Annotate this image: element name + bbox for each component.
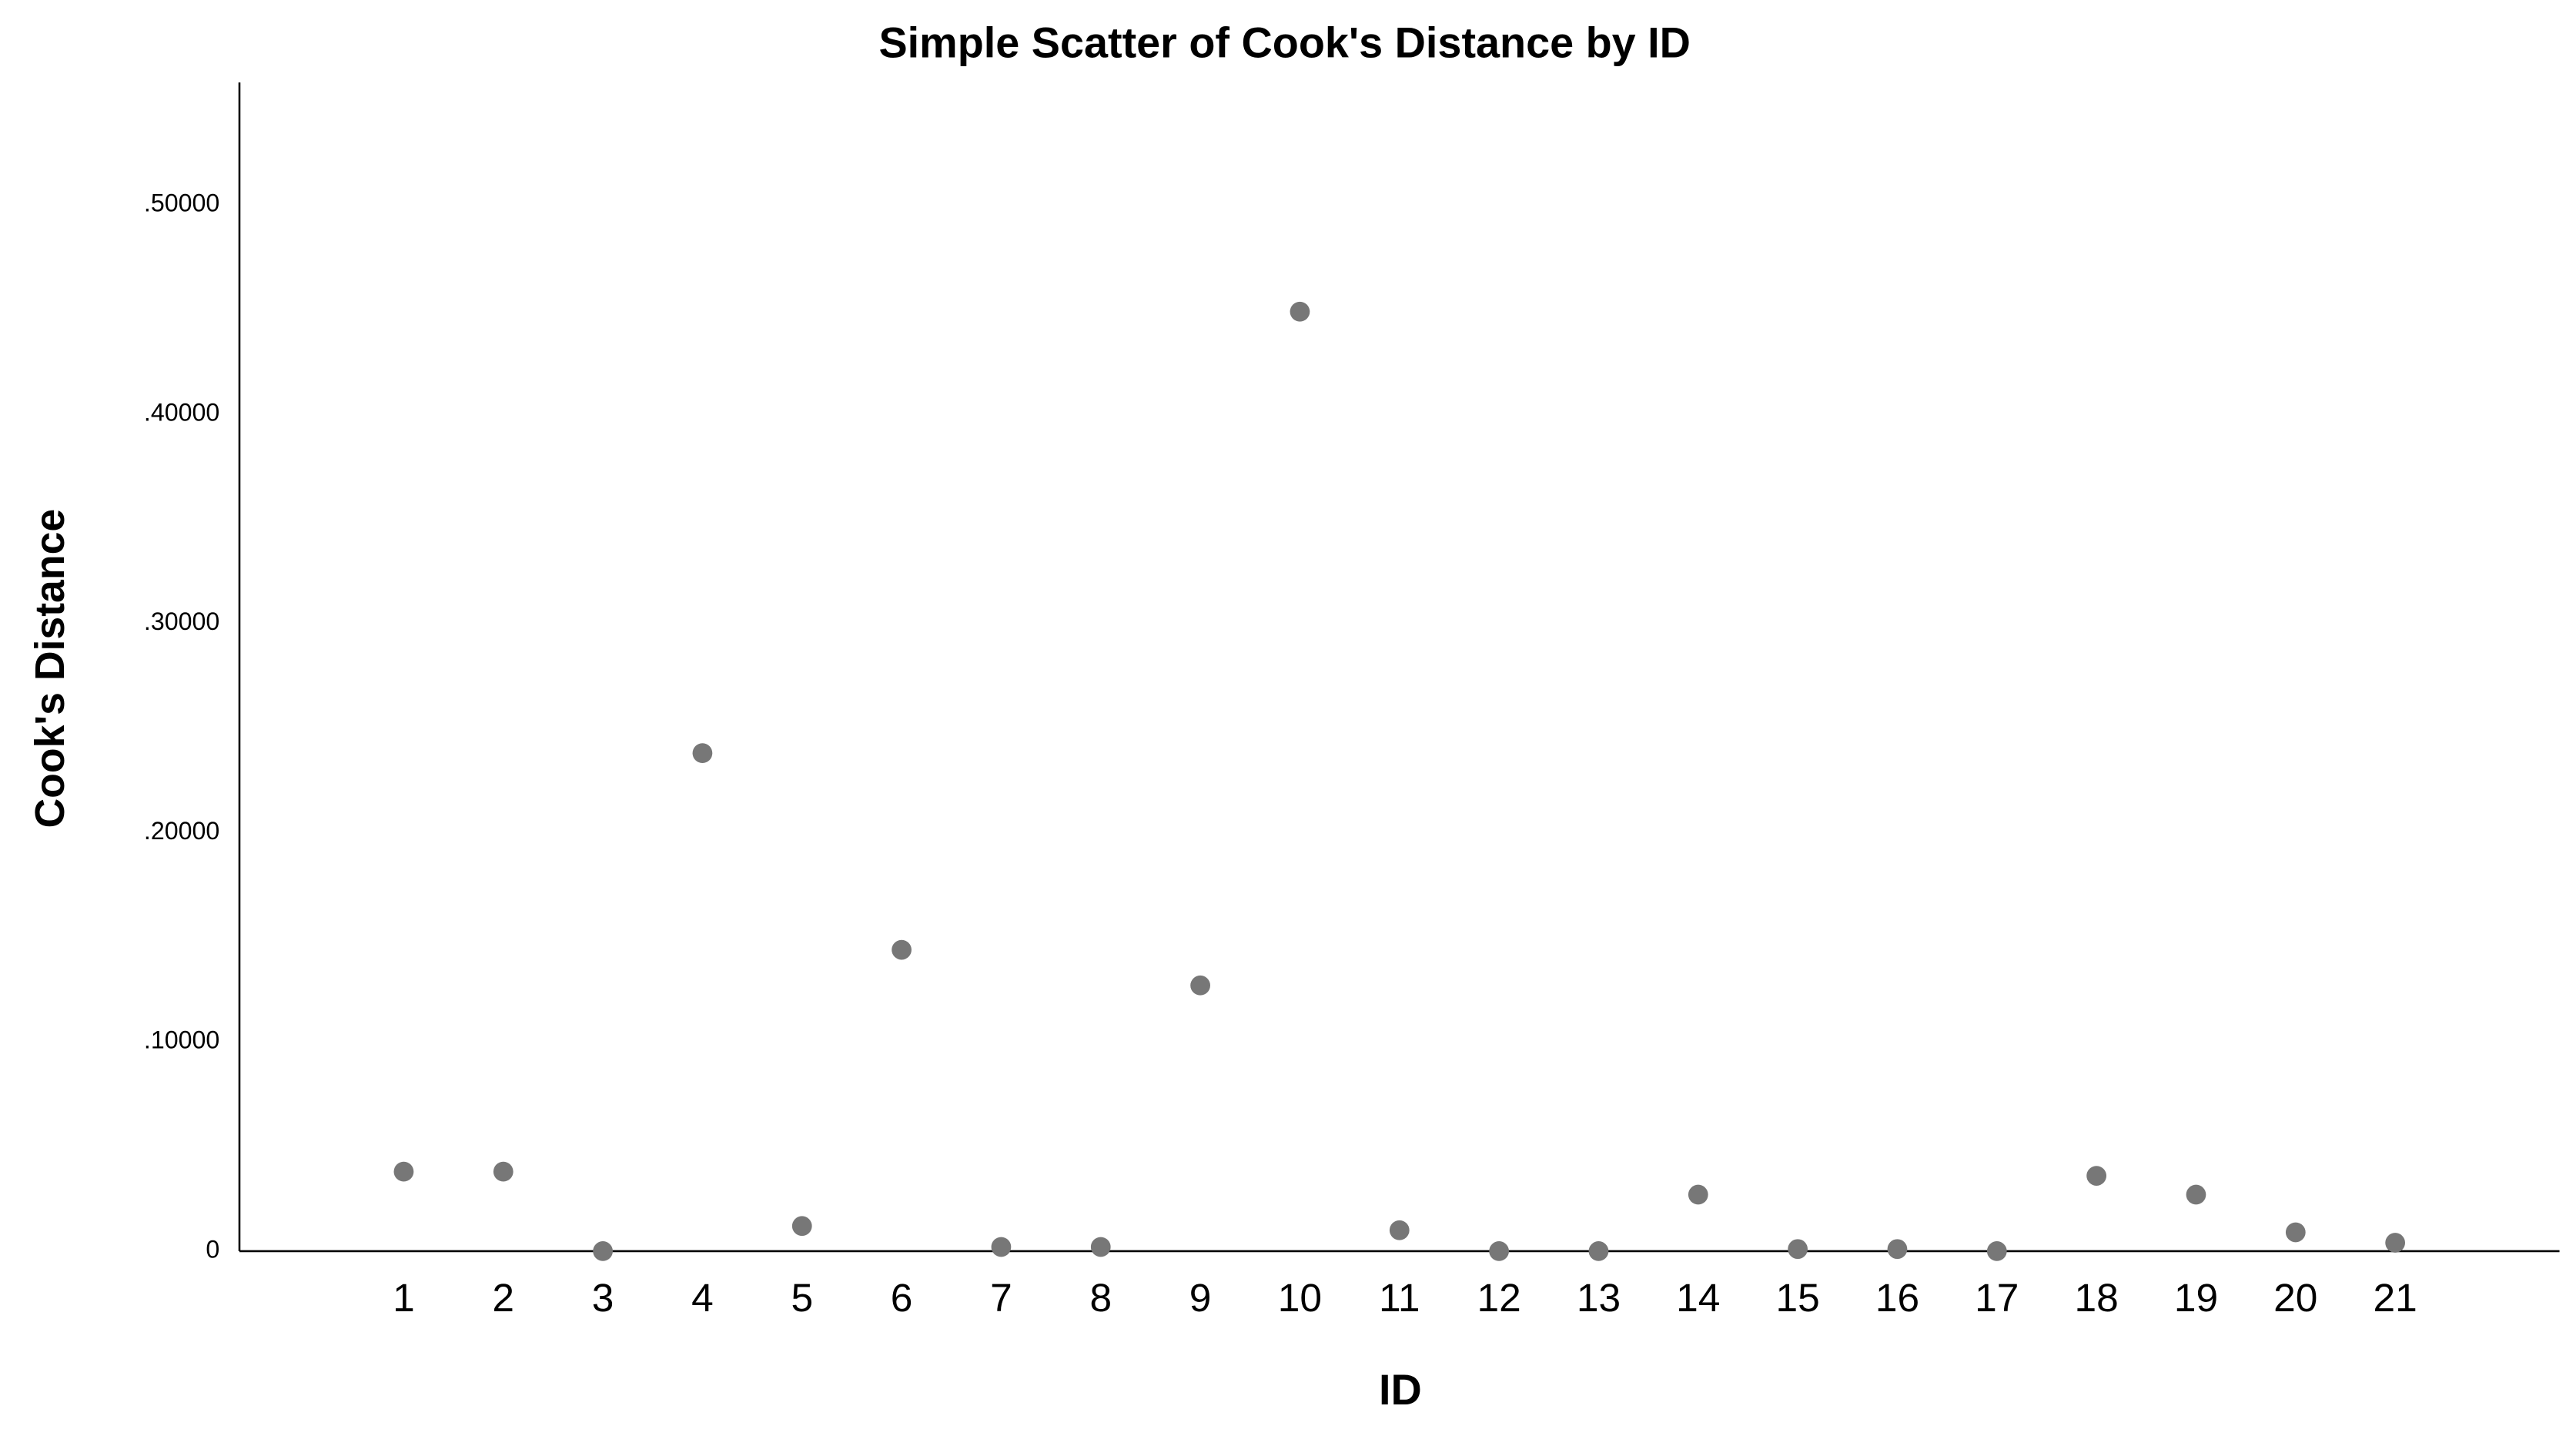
point — [1290, 301, 1310, 322]
x-tick-label: 10 — [1278, 1275, 1322, 1320]
point — [892, 939, 912, 960]
point — [1688, 1184, 1708, 1205]
x-tick-label: 3 — [592, 1275, 614, 1320]
y-tick-label: .40000 — [144, 398, 219, 426]
x-tick-label: 16 — [1875, 1275, 1919, 1320]
point — [1090, 1237, 1111, 1257]
point — [1788, 1239, 1808, 1260]
point — [2285, 1222, 2306, 1243]
y-tick-label: .30000 — [144, 608, 219, 635]
point — [1887, 1239, 1908, 1260]
y-tick-label: .10000 — [144, 1026, 219, 1054]
x-tick-label: 5 — [791, 1275, 813, 1320]
point — [493, 1161, 514, 1182]
x-tick-label: 1 — [393, 1275, 415, 1320]
x-tick-label: 11 — [1379, 1275, 1420, 1320]
point — [1986, 1241, 2007, 1261]
x-tick-label: 21 — [2374, 1275, 2417, 1320]
point — [791, 1216, 812, 1237]
point — [2186, 1184, 2206, 1205]
x-tick-label: 6 — [891, 1275, 913, 1320]
x-tick-label: 8 — [1089, 1275, 1112, 1320]
x-tick-label: 13 — [1577, 1275, 1621, 1320]
point — [2385, 1233, 2406, 1253]
x-tick-label: 2 — [492, 1275, 514, 1320]
x-tick-label: 20 — [2273, 1275, 2317, 1320]
x-tick-label: 19 — [2174, 1275, 2218, 1320]
y-axis-label: Cook's Distance — [27, 509, 73, 828]
point — [393, 1161, 414, 1182]
x-axis-label: ID — [1379, 1366, 1422, 1414]
point — [1389, 1220, 1410, 1240]
point — [692, 743, 713, 764]
x-tick-label: 9 — [1189, 1275, 1212, 1320]
x-tick-label: 14 — [1676, 1275, 1720, 1320]
point — [2086, 1166, 2107, 1186]
x-tick-label: 17 — [1975, 1275, 2019, 1320]
x-tick-label: 4 — [691, 1275, 714, 1320]
x-tick-label: 12 — [1477, 1275, 1521, 1320]
point — [1588, 1241, 1609, 1261]
y-tick-label: .20000 — [144, 817, 219, 845]
x-tick-label: 15 — [1776, 1275, 1820, 1320]
point — [1489, 1241, 1509, 1261]
point — [991, 1237, 1012, 1257]
y-tick-label: 0 — [206, 1235, 219, 1263]
chart-title: Simple Scatter of Cook's Distance by ID — [878, 19, 1691, 67]
point — [593, 1241, 613, 1261]
point — [1190, 975, 1210, 996]
y-tick-label: .50000 — [144, 189, 219, 217]
x-tick-label: 18 — [2075, 1275, 2119, 1320]
x-tick-label: 7 — [990, 1275, 1012, 1320]
